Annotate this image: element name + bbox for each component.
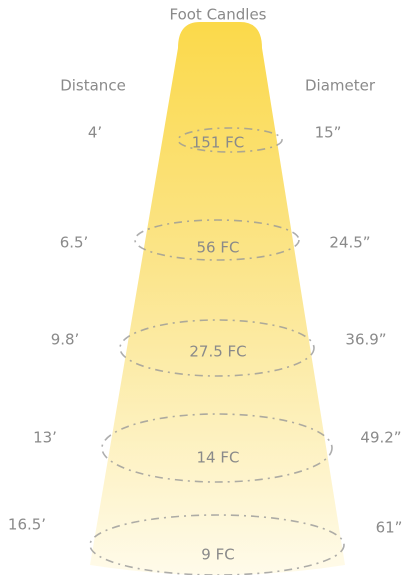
beam-ring	[177, 127, 283, 153]
beam-ring	[134, 219, 300, 261]
diameter-label: 61”	[376, 519, 403, 537]
diameter-label: 36.9”	[345, 331, 386, 349]
distance-label: 13’	[33, 429, 57, 447]
distance-header: Distance	[60, 77, 126, 95]
diameter-label: 15”	[315, 124, 342, 142]
beam-ring	[89, 514, 345, 575]
distance-label: 4’	[88, 124, 102, 142]
light-cone	[90, 22, 345, 575]
beam-ring	[101, 413, 333, 483]
title: Foot Candles	[169, 6, 266, 24]
diameter-label: 24.5”	[329, 234, 370, 252]
distance-label: 9.8’	[51, 331, 80, 349]
diameter-header: Diameter	[305, 77, 376, 95]
beam-ring	[119, 319, 315, 377]
fc-label: 151 FC	[192, 134, 245, 152]
fc-label: 9 FC	[201, 546, 234, 564]
distance-label: 16.5’	[8, 516, 46, 534]
fc-label: 56 FC	[197, 239, 240, 257]
fc-label: 27.5 FC	[189, 343, 246, 361]
distance-label: 6.5’	[60, 234, 89, 252]
diameter-label: 49.2”	[360, 429, 401, 447]
fc-label: 14 FC	[197, 449, 240, 467]
